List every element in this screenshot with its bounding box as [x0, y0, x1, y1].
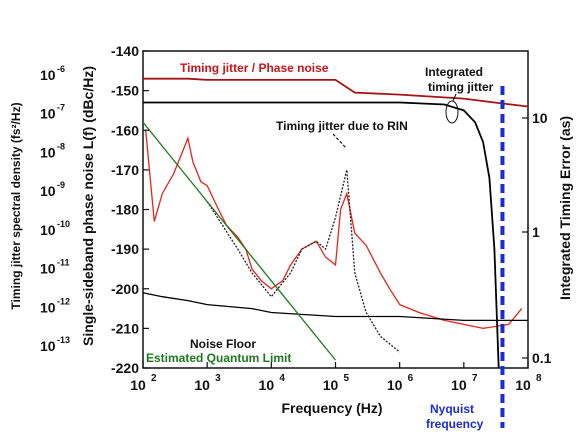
x-tick-label-5: 10	[451, 377, 467, 393]
x-tick-exp-5: 7	[472, 373, 478, 384]
x-tick-label-4: 10	[387, 377, 403, 393]
y-left-tick-label-7: 10	[40, 338, 56, 354]
y-left-tick-label-6: 10	[40, 299, 56, 315]
series-line-0	[145, 130, 523, 330]
series-layer	[142, 77, 529, 369]
integrated-marker-ellipse	[445, 100, 459, 124]
y-left-tick-exp-6: -12	[57, 296, 70, 306]
rin-arrow	[332, 133, 347, 149]
series-line-2	[142, 292, 528, 322]
y-axis-label: Single-sideband phase noise L(f) (dBc/Hz…	[80, 66, 96, 346]
y-left-tick-exp-3: -9	[57, 180, 65, 190]
x-tick-label-1: 10	[194, 377, 210, 393]
y-left-tick-exp-5: -11	[57, 258, 70, 268]
y-tick-label-7: -210	[111, 320, 139, 336]
x-tick-label-2: 10	[259, 377, 275, 393]
series-line-4	[143, 77, 529, 108]
x-tick-label-0: 10	[130, 377, 146, 393]
x-tick-exp-2: 4	[279, 373, 285, 384]
y-tick-label-5: -190	[111, 241, 139, 257]
y-tick-label-1: -150	[111, 83, 139, 99]
y-left-tick-exp-0: -6	[57, 64, 65, 74]
annotation-integrated-line1: Integrated	[425, 65, 483, 79]
y-left-tick-label-4: 10	[40, 222, 56, 238]
x-tick-exp-0: 2	[151, 373, 157, 384]
x-tick-label-3: 10	[323, 377, 339, 393]
annotation-quantum-limit: Estimated Quantum Limit	[146, 351, 291, 365]
x-axis-label: Frequency (Hz)	[281, 400, 382, 416]
x-tick-exp-1: 3	[215, 373, 221, 384]
tick-layer: 10 2 10 3 10 4 10 5 10 6 10 7 10 8 -140 -150 -160 -170 -18…	[40, 43, 552, 393]
x-tick-label-6: 10	[515, 377, 531, 393]
y-tick-label-2: -160	[111, 122, 139, 138]
y-left-axis-label: Timing jitter spectral density (fs²/Hz)	[9, 102, 23, 309]
y-left-tick-exp-1: -7	[57, 103, 65, 113]
series-line-3	[142, 121, 337, 361]
series-line-5	[143, 101, 500, 369]
y-left-tick-label-0: 10	[40, 67, 56, 83]
y-left-tick-exp-4: -10	[57, 219, 70, 229]
y-left-tick-label-2: 10	[40, 144, 56, 160]
annotation-nyquist-line2: frequency	[426, 417, 484, 431]
y-tick-label-8: -220	[111, 360, 139, 376]
y-right-tick-label-1: 1	[532, 224, 540, 240]
annotation-integrated-line2: timing jitter	[428, 80, 494, 94]
y-tick-label-4: -180	[111, 202, 139, 218]
y-left-tick-exp-7: -13	[57, 335, 70, 345]
annotation-rin: Timing jitter due to RIN	[276, 119, 408, 133]
integrated-pointer	[452, 93, 457, 102]
y-left-tick-label-1: 10	[40, 106, 56, 122]
y-left-tick-exp-2: -8	[57, 141, 65, 151]
y-tick-label-6: -200	[111, 281, 139, 297]
x-tick-exp-6: 8	[536, 373, 542, 384]
y-right-axis-label: Integrated Timing Error (as)	[557, 116, 573, 300]
annotation-timing-jitter: Timing jitter / Phase noise	[180, 61, 329, 75]
y-tick-label-0: -140	[111, 43, 139, 59]
y-right-tick-label-2: 0.1	[532, 350, 552, 366]
annotation-nyquist-line1: Nyquist	[430, 402, 474, 416]
y-left-tick-label-3: 10	[40, 183, 56, 199]
x-tick-exp-3: 5	[344, 373, 350, 384]
y-right-tick-label-0: 10	[532, 110, 548, 126]
y-tick-label-3: -170	[111, 162, 139, 178]
y-left-tick-label-5: 10	[40, 261, 56, 277]
annotation-noise-floor: Noise Floor	[190, 337, 256, 351]
x-tick-exp-4: 6	[408, 373, 414, 384]
series-line-1	[206, 169, 401, 353]
